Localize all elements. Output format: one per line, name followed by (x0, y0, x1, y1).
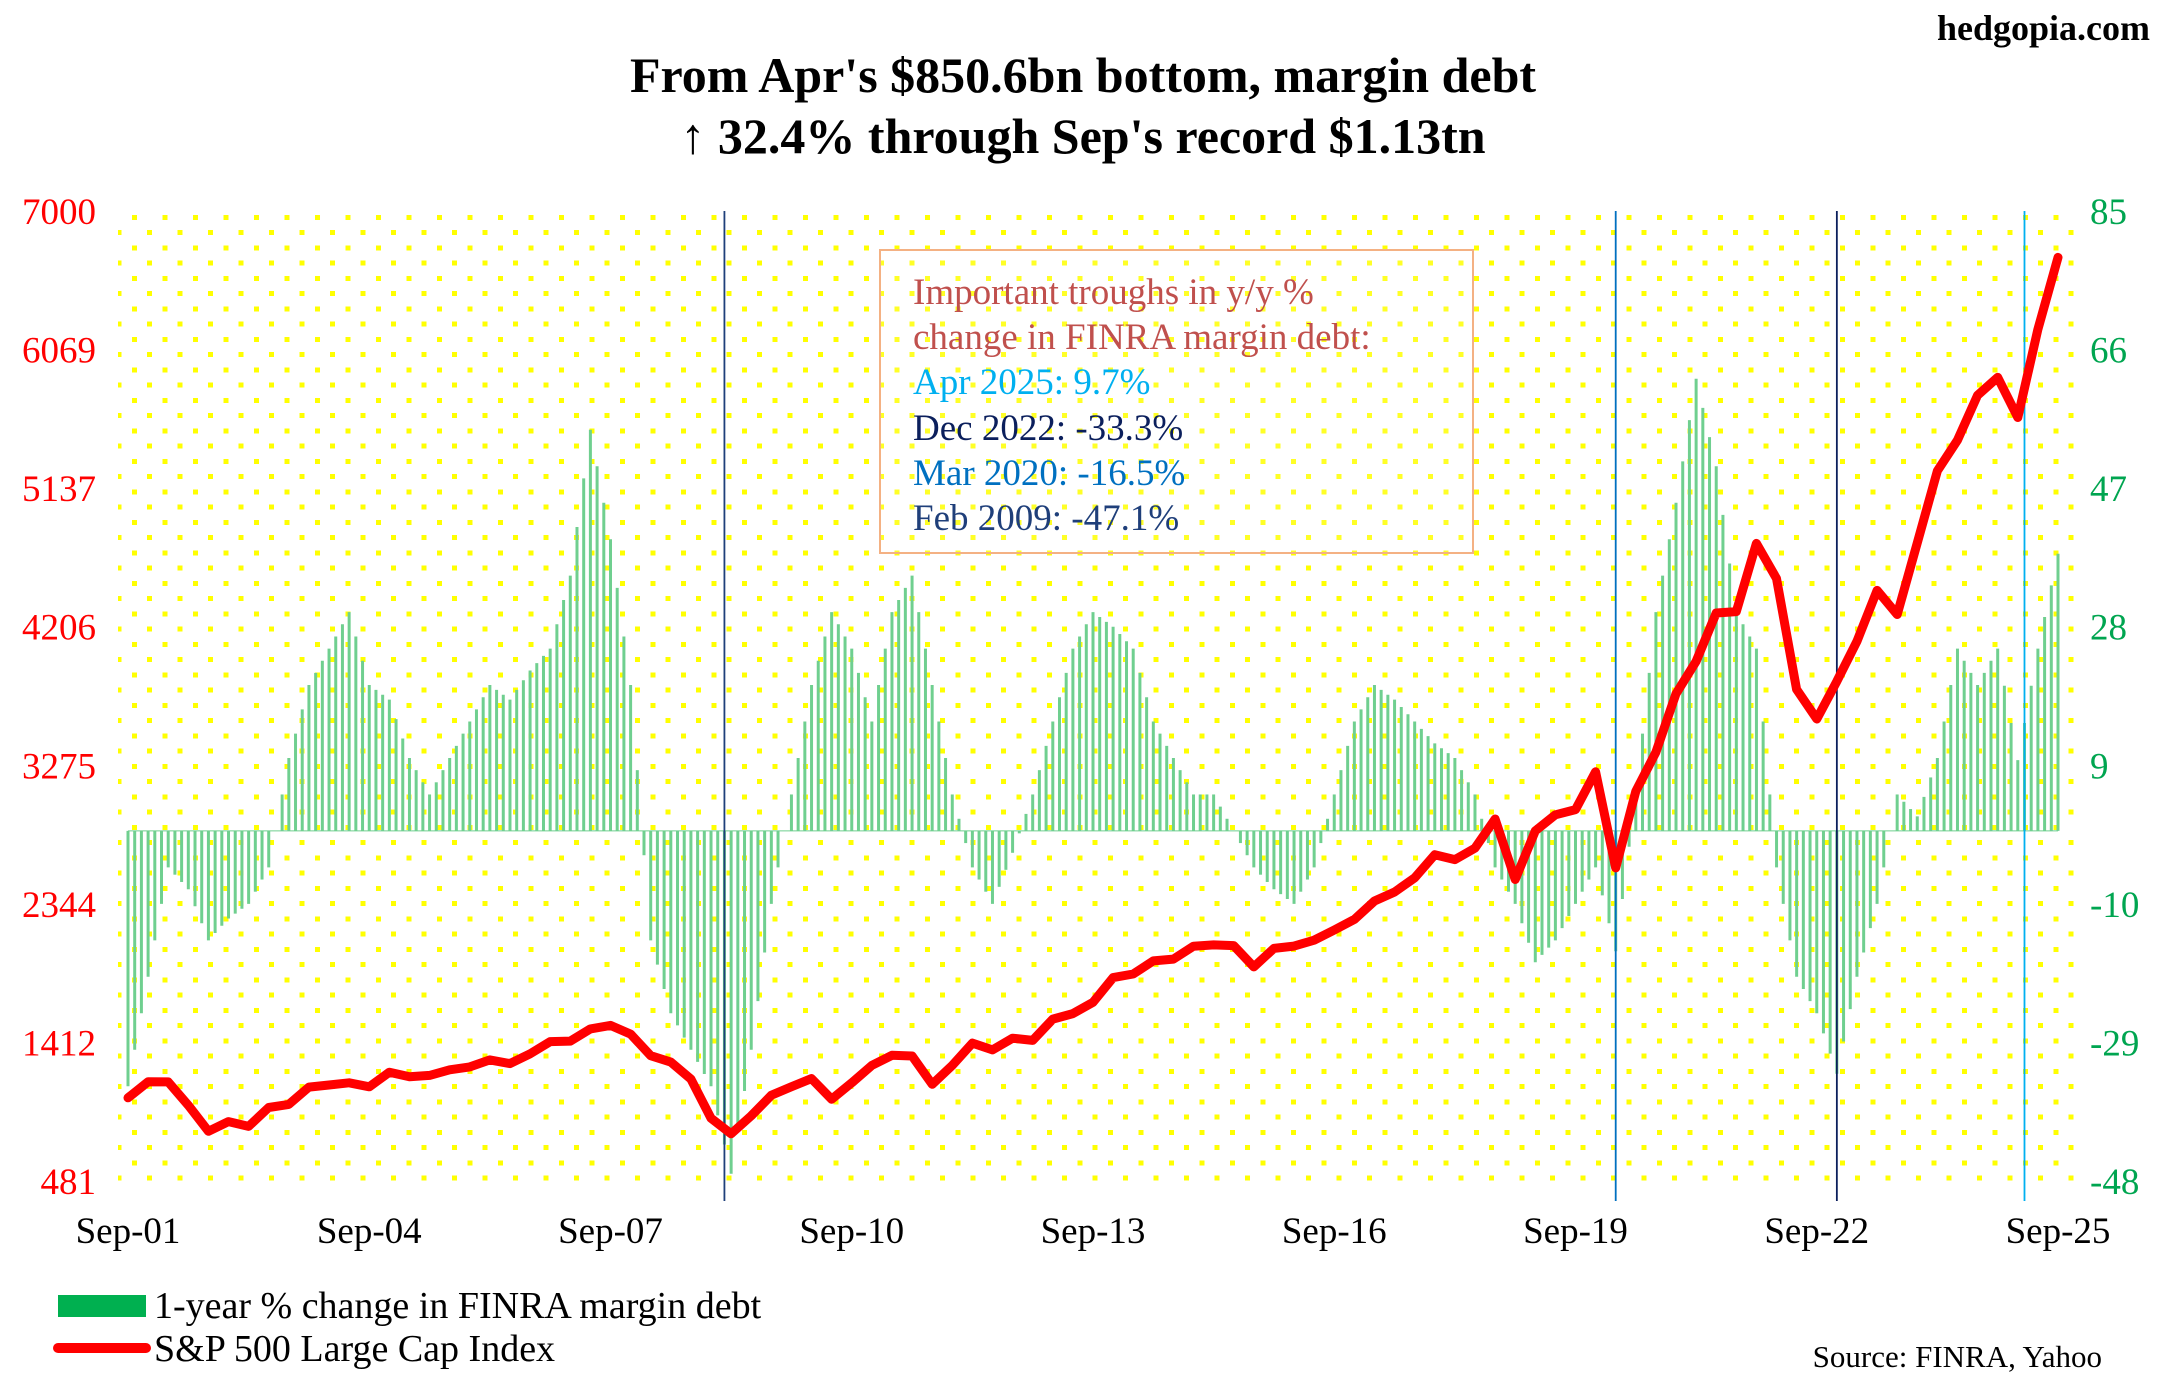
source-note: Source: FINRA, Yahoo (1813, 1339, 2102, 1374)
chart-title-line-2: ↑ 32.4% through Sep's record $1.13tn (680, 108, 1485, 164)
x-tick-label: Sep-10 (799, 1211, 904, 1252)
left-tick-label: 3275 (22, 746, 96, 787)
legend-label-sp500: S&P 500 Large Cap Index (154, 1328, 555, 1370)
right-tick-label: 47 (2090, 469, 2127, 510)
legend: 1-year % change in FINRA margin debt S&P… (53, 1285, 762, 1370)
right-tick-label: 66 (2090, 331, 2127, 372)
annotation-heading-1: Important troughs in y/y % (913, 272, 1314, 313)
right-tick-label: 28 (2090, 608, 2127, 649)
left-tick-label: 481 (41, 1162, 97, 1203)
annotation-box: Important troughs in y/y % change in FIN… (879, 249, 1474, 554)
x-tick-label: Sep-01 (76, 1211, 181, 1252)
x-tick-label: Sep-19 (1523, 1211, 1628, 1252)
sp500-line (123, 252, 2063, 1139)
chart-title-line-1: From Apr's $850.6bn bottom, margin debt (630, 47, 1536, 103)
annotation-mar-2020: Mar 2020: -16.5% (913, 453, 1185, 494)
annotation-dec-2022: Dec 2022: -33.3% (913, 408, 1183, 449)
x-tick-label: Sep-04 (317, 1211, 422, 1252)
legend-label-margin-debt: 1-year % change in FINRA margin debt (154, 1285, 762, 1327)
right-tick-label: 85 (2090, 192, 2127, 233)
left-tick-label: 2344 (22, 885, 96, 926)
x-tick-label: Sep-16 (1282, 1211, 1387, 1252)
left-axis-ticks: 7000 6069 5137 4206 3275 2344 1412 481 (22, 192, 96, 1203)
annotation-heading-2: change in FINRA margin debt: (913, 317, 1371, 358)
x-axis-ticks: Sep-01 Sep-04 Sep-07 Sep-10 Sep-13 Sep-16 Sep-… (76, 1211, 2111, 1252)
right-axis-ticks: 85 66 47 28 9 -10 -29 -48 (2090, 192, 2139, 1203)
right-tick-label: -10 (2090, 885, 2139, 926)
right-tick-label: 9 (2090, 746, 2109, 787)
right-tick-label: -29 (2090, 1023, 2139, 1064)
left-tick-label: 5137 (22, 469, 96, 510)
left-tick-label: 7000 (22, 192, 96, 233)
site-watermark: hedgopia.com (1937, 8, 2150, 48)
x-tick-label: Sep-25 (2006, 1211, 2111, 1252)
annotation-feb-2009: Feb 2009: -47.1% (913, 498, 1179, 539)
right-tick-label: -48 (2090, 1162, 2139, 1203)
left-tick-label: 4206 (22, 608, 96, 649)
annotation-apr-2025: Apr 2025: 9.7% (913, 362, 1150, 403)
left-tick-label: 1412 (22, 1023, 96, 1064)
legend-swatch-margin-debt (58, 1295, 146, 1317)
margin-debt-bars (126, 378, 2060, 1174)
left-tick-label: 6069 (22, 331, 96, 372)
sp500-line-group (123, 252, 2063, 1139)
x-tick-label: Sep-22 (1764, 1211, 1869, 1252)
x-tick-label: Sep-13 (1041, 1211, 1146, 1252)
x-tick-label: Sep-07 (558, 1211, 663, 1252)
